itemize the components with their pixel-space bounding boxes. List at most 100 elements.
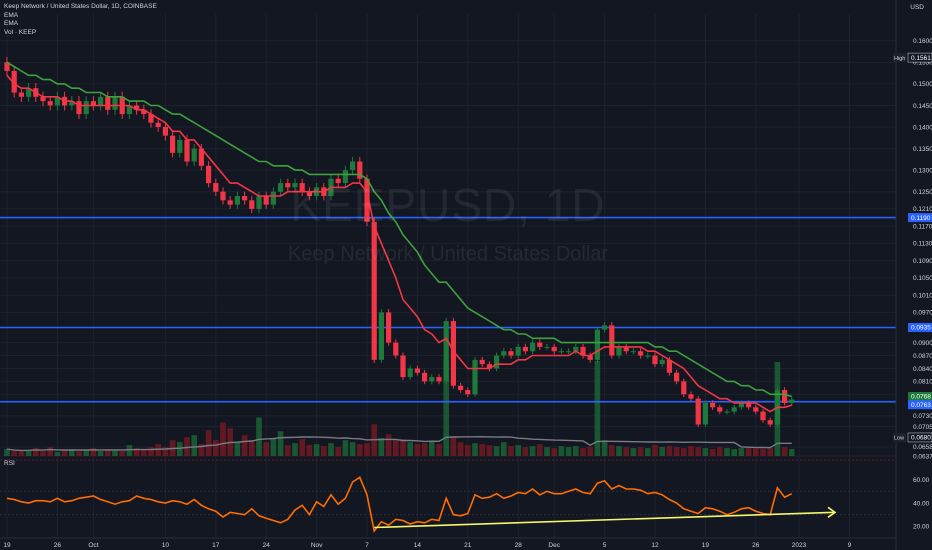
price-tick-label: 0.1250 (913, 189, 932, 196)
candle (335, 174, 341, 188)
volume-bar (573, 446, 579, 456)
candle (782, 387, 788, 406)
rsi-legend[interactable]: RSI (4, 460, 15, 467)
volume-bar (558, 446, 565, 456)
candle-body (249, 200, 255, 209)
ema-slow-legend[interactable]: EMA (4, 20, 19, 28)
candle-body (731, 407, 737, 412)
candle-body (76, 101, 82, 115)
volume-bar (745, 447, 752, 456)
candle-body (407, 368, 413, 378)
candle-body (278, 183, 284, 192)
candle (386, 309, 392, 346)
candle-body (69, 101, 75, 106)
candle (306, 187, 312, 201)
candle-body (724, 411, 730, 413)
candle-body (594, 329, 600, 360)
candle (371, 217, 377, 363)
rsi-tick-label: 40.00 (913, 500, 930, 507)
volume-bar (666, 446, 673, 456)
marker-badge (907, 432, 932, 443)
candle-body (177, 139, 183, 153)
candle-body (623, 346, 629, 352)
candle-body (674, 372, 680, 382)
time-tick-label: 19 (702, 542, 710, 549)
candle (177, 135, 183, 158)
volume-bar (637, 447, 644, 456)
volume-bar (335, 447, 341, 456)
price-tick-label: 0.0840 (913, 366, 932, 373)
volume-bar (457, 442, 464, 456)
volume-bar (537, 444, 543, 456)
candle (263, 191, 269, 209)
candle (702, 400, 708, 427)
volume-bar (306, 445, 313, 456)
price-tick-label: 0.1400 (913, 124, 932, 131)
time-tick-label: 26 (54, 542, 62, 549)
candle (652, 352, 658, 368)
candle (378, 309, 384, 363)
candle-body (587, 355, 593, 360)
volume-bar (61, 450, 68, 456)
price-tick-label: 0.1050 (913, 275, 932, 282)
candle-body (537, 342, 543, 347)
candle (364, 174, 370, 226)
candle (234, 191, 240, 209)
candle-body (112, 96, 118, 110)
candle (299, 178, 305, 197)
candle (645, 352, 651, 359)
candle (674, 369, 680, 385)
volume-bar (133, 448, 140, 456)
time-tick-label: 17 (212, 542, 220, 549)
candle (400, 352, 406, 380)
price-tick-label: 0.1450 (913, 103, 932, 110)
candle (530, 339, 536, 355)
price-tick-label: 0.1130 (913, 241, 932, 248)
volume-legend[interactable]: Vol · KEEP (4, 28, 37, 36)
candle (594, 326, 600, 363)
ema-fast-legend[interactable]: EMA (4, 11, 19, 19)
volume-bar (349, 442, 356, 456)
volume-bar (450, 437, 457, 456)
volume-bar (407, 442, 413, 456)
candle (486, 361, 492, 372)
time-tick-label: 28 (515, 542, 523, 549)
volume-bar (198, 444, 205, 456)
volume-bar (724, 448, 730, 456)
volume-bar (141, 450, 147, 456)
rsi-line (6, 476, 793, 533)
candle-body (458, 385, 464, 391)
rsi-tick-label: 20.00 (913, 524, 930, 531)
candle (602, 322, 608, 333)
volume-bar (69, 449, 75, 456)
volume-bar (479, 444, 485, 456)
candle-body (227, 200, 233, 205)
volume-bar (501, 442, 507, 456)
candle-body (220, 191, 226, 201)
candle (407, 365, 413, 380)
volume-bar (681, 448, 687, 456)
price-badge (908, 323, 932, 333)
candle-body (443, 321, 449, 382)
price-tick-label: 0.1550 (913, 60, 932, 67)
candle-body (371, 221, 377, 360)
candle (472, 356, 478, 398)
candle (508, 348, 514, 359)
time-tick-label: 2023 (792, 542, 807, 549)
symbol-title[interactable]: Keep Network / United States Dollar, 1D,… (4, 3, 157, 10)
candle-body (688, 394, 694, 399)
time-tick-label: Oct (88, 542, 98, 549)
volume-bar (472, 443, 478, 456)
volume-bar (177, 442, 183, 456)
volume-bar (544, 447, 550, 456)
candle (227, 196, 233, 209)
price-tick-label: 0.0810 (913, 379, 932, 386)
candle (450, 317, 456, 389)
time-tick-label: 24 (263, 542, 271, 549)
candle (609, 322, 615, 359)
candle-body (47, 101, 53, 106)
volume-bar (328, 443, 334, 456)
marker-badge (907, 52, 932, 63)
volume-bar (609, 445, 615, 456)
